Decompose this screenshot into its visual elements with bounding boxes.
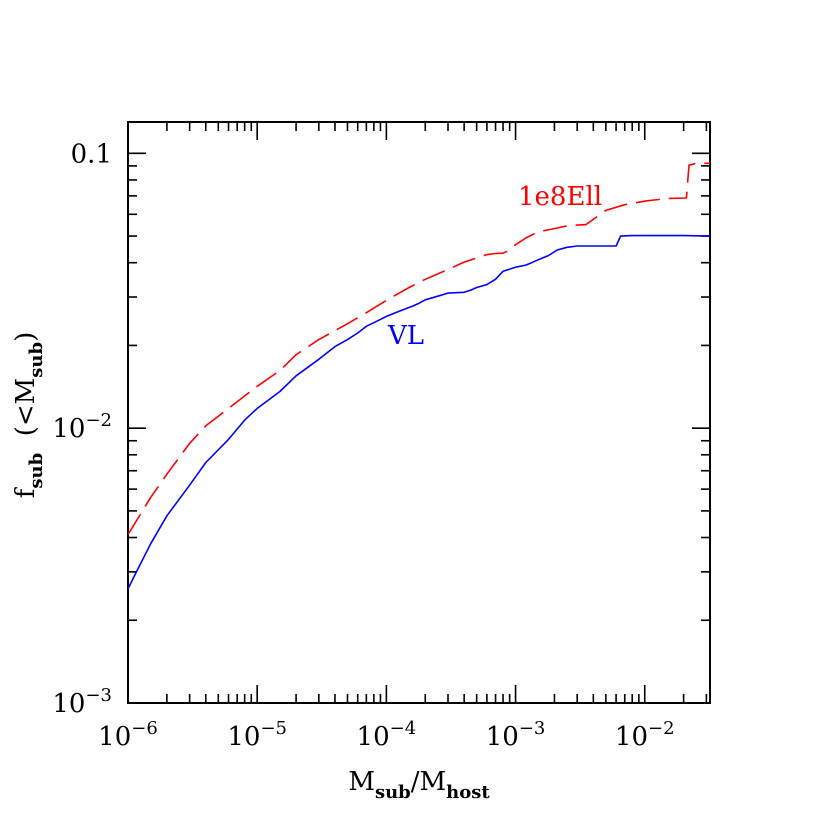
x-tick-label: 10−3 <box>486 718 546 752</box>
y-axis-label: fsub (<Msub) <box>11 332 47 499</box>
x-tick-label: 10−2 <box>615 718 675 752</box>
y-tick-label: 0.1 <box>71 139 112 169</box>
series-label-1e8ell: 1e8Ell <box>518 182 602 212</box>
x-tick-label: 10−6 <box>98 718 158 752</box>
tick-marks <box>127 122 710 704</box>
x-tick-label: 10−4 <box>357 718 417 752</box>
series-line-vl <box>127 234 711 590</box>
series-line-1e8ell <box>127 162 710 536</box>
series-layer <box>127 162 711 590</box>
x-axis-label: Msub/Mhost <box>348 767 490 803</box>
y-tick-label: 10−3 <box>52 685 112 719</box>
x-tick-label: 10−5 <box>227 718 287 752</box>
plot-frame <box>127 121 711 704</box>
y-tick-label: 10−2 <box>52 410 112 444</box>
tick-labels: 10−6 10−5 10−4 10−3 10−2 10−3 10−2 0.1 <box>52 139 674 752</box>
series-label-vl: VL <box>387 321 424 351</box>
